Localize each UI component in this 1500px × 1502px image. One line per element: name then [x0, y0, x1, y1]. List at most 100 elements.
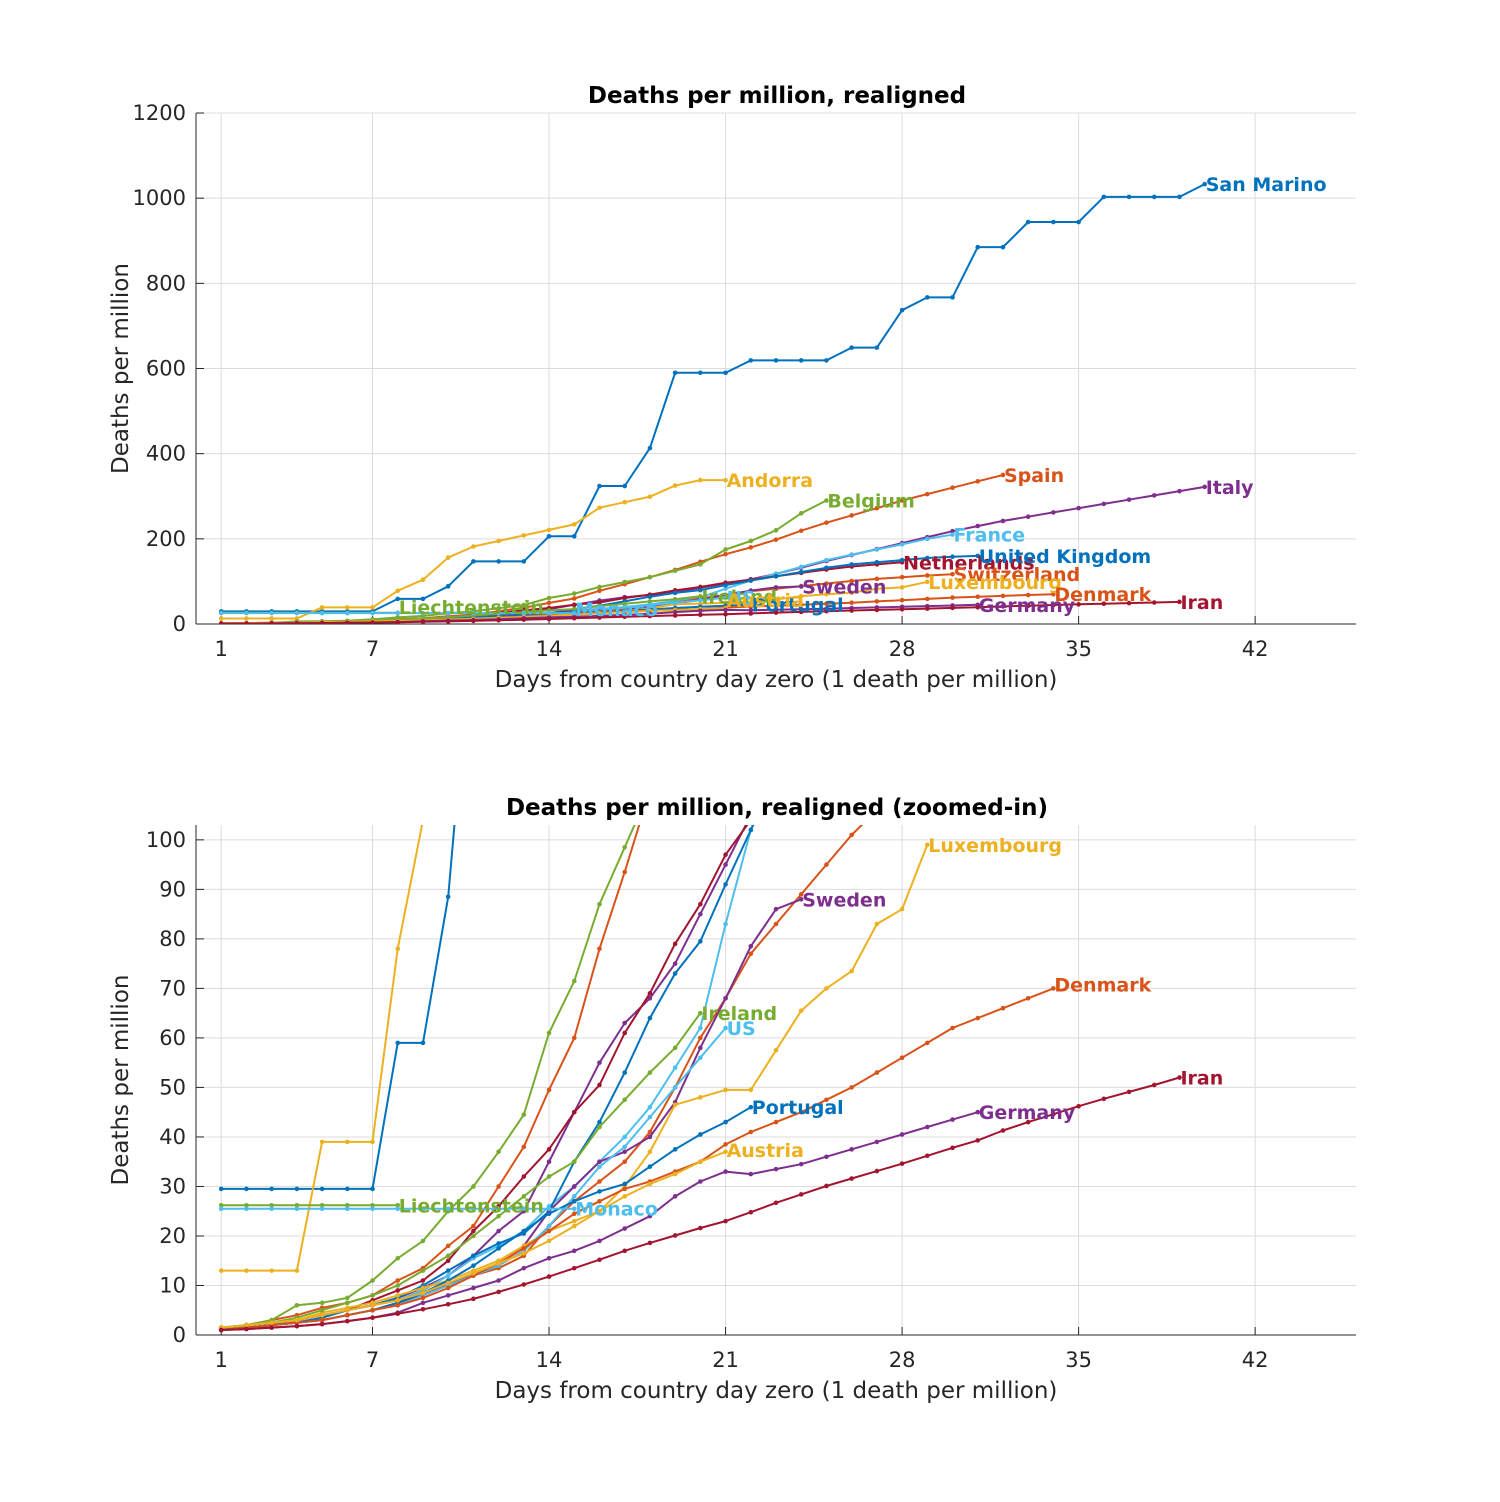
y-tick-label: 100: [146, 828, 186, 852]
data-point-spain: [824, 520, 829, 525]
data-point-switzerland: [798, 892, 804, 897]
data-point-germany: [698, 1179, 703, 1184]
data-point-iran: [849, 608, 854, 613]
data-point-united-kingdom: [925, 555, 930, 561]
data-point-denmark: [798, 602, 804, 608]
data-point-monaco: [471, 610, 476, 616]
series-label-portugal: Portugal: [752, 1097, 844, 1119]
data-point-switzerland: [900, 788, 905, 793]
data-point-us: [622, 605, 627, 611]
data-point-spain: [925, 491, 930, 497]
data-point-iran: [925, 606, 930, 611]
data-point-france: [622, 1134, 627, 1140]
data-point-spain: [546, 1087, 552, 1093]
data-point-ireland: [420, 1268, 426, 1273]
data-point-andorra: [647, 494, 653, 499]
data-point-ireland: [546, 1174, 552, 1179]
data-point-portugal: [546, 1211, 552, 1216]
data-point-san-marino: [471, 559, 476, 564]
data-point-monaco: [244, 1206, 249, 1212]
data-point-san-marino: [698, 370, 703, 376]
series-label-monaco: Monaco: [575, 1199, 658, 1221]
series-group: [218, 85, 1182, 1333]
data-point-iran: [1101, 601, 1107, 606]
data-point-denmark: [445, 1285, 451, 1291]
data-point-ireland: [445, 1253, 451, 1259]
data-point-switzerland: [824, 862, 829, 867]
data-point-andorra: [319, 1139, 325, 1145]
data-point-iran: [218, 1327, 224, 1333]
series-label-ireland: Ireland: [701, 1003, 777, 1025]
data-point-luxembourg: [849, 590, 854, 596]
data-point-iran: [1076, 602, 1081, 607]
data-point-ireland: [571, 1159, 577, 1164]
data-point-italy: [1026, 85, 1031, 90]
series-label-germany: Germany: [979, 1102, 1076, 1124]
data-point-belgium: [370, 1278, 375, 1283]
data-point-spain: [648, 788, 653, 793]
data-point-netherlands: [622, 1030, 627, 1036]
data-point-switzerland: [647, 1129, 653, 1135]
data-point-san-marino: [1202, 181, 1207, 187]
data-point-ireland: [647, 1070, 653, 1075]
data-point-san-marino: [925, 295, 930, 300]
data-point-austria: [345, 1307, 350, 1313]
data-point-iran: [899, 1161, 905, 1166]
data-point-belgium: [672, 568, 678, 574]
data-point-us: [723, 595, 728, 600]
data-point-ireland: [622, 601, 627, 607]
data-point-iran: [496, 617, 501, 623]
data-point-germany: [597, 1238, 602, 1244]
data-point-monaco: [395, 610, 401, 616]
data-point-portugal: [647, 1164, 653, 1169]
data-point-austria: [647, 1181, 653, 1187]
data-point-andorra: [546, 527, 552, 533]
data-point-austria: [723, 1149, 728, 1155]
data-point-netherlands: [420, 1278, 426, 1283]
data-point-andorra: [420, 577, 426, 583]
data-point-monaco: [269, 1206, 274, 1212]
x-tick-label: 21: [712, 637, 739, 661]
data-point-switzerland: [925, 573, 930, 578]
data-point-san-marino: [1151, 194, 1157, 200]
data-point-italy: [975, 523, 981, 529]
data-point-germany: [521, 1265, 527, 1271]
data-point-luxembourg: [723, 1087, 728, 1093]
x-tick-label: 35: [1065, 637, 1092, 661]
series-label-belgium: Belgium: [827, 491, 914, 513]
data-point-monaco: [571, 1206, 577, 1212]
data-point-san-marino: [521, 559, 527, 564]
data-point-netherlands: [445, 1258, 451, 1264]
data-point-france: [950, 532, 955, 537]
data-point-germany: [748, 607, 754, 613]
data-point-luxembourg: [925, 579, 930, 585]
data-point-iran: [647, 613, 653, 619]
data-point-austria: [496, 1260, 501, 1266]
data-point-iran: [950, 605, 955, 611]
data-point-san-marino: [218, 1186, 224, 1192]
data-point-iran: [975, 1138, 981, 1143]
data-point-san-marino: [496, 559, 501, 564]
data-point-netherlands: [395, 1288, 401, 1293]
data-point-spain: [950, 485, 955, 491]
data-point-belgium: [798, 510, 804, 516]
data-point-san-marino: [773, 358, 779, 363]
data-point-sweden: [647, 1134, 653, 1140]
data-point-monaco: [546, 610, 552, 616]
data-point-andorra: [496, 538, 501, 544]
data-point-belgium: [698, 639, 703, 644]
data-point-iran: [622, 614, 627, 620]
y-tick-label: 20: [159, 1224, 186, 1248]
series-label-iran: Iran: [1180, 592, 1223, 614]
series-label-monaco: Monaco: [575, 599, 658, 621]
data-point-portugal: [698, 1132, 703, 1137]
data-point-denmark: [773, 603, 779, 608]
data-point-denmark: [521, 1246, 527, 1251]
data-point-united-kingdom: [622, 1070, 627, 1075]
data-point-liechtenstein: [294, 1202, 300, 1208]
data-point-monaco: [471, 1206, 476, 1212]
x-axis-label: Days from country day zero (1 death per …: [495, 667, 1058, 693]
data-point-san-marino: [1000, 244, 1006, 250]
data-point-iran: [521, 1282, 527, 1287]
